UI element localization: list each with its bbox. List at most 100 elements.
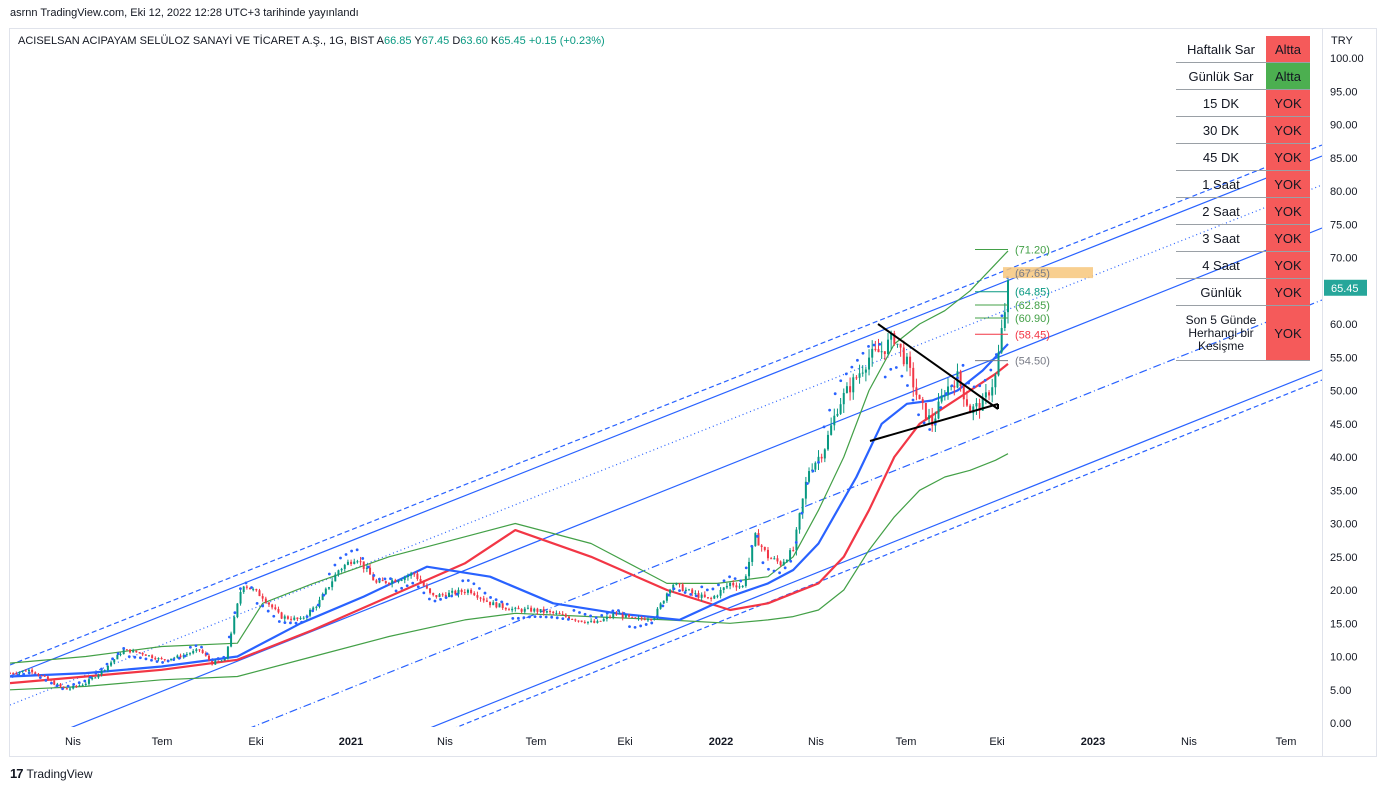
candle-body: [10, 673, 11, 675]
sar-dot: [894, 366, 898, 369]
candle-body: [886, 339, 889, 354]
candle-body: [387, 583, 390, 585]
price-axis-frame[interactable]: [1323, 28, 1377, 757]
candle-body: [84, 683, 87, 685]
sar-dot: [516, 616, 520, 620]
y-tick-label: 55.00: [1330, 352, 1358, 364]
sar-dot: [856, 358, 859, 362]
candle-body: [489, 601, 492, 606]
sar-dot: [489, 596, 492, 599]
sar-dot: [505, 602, 509, 606]
symbol-name: ACISELSAN ACIPAYAM SELÜLOZ SANAYİ VE TİC…: [18, 35, 375, 47]
y-tick-label: 0.00: [1330, 718, 1351, 730]
sar-dot: [177, 656, 181, 660]
y-tick-label: 75.00: [1330, 219, 1358, 231]
sar-dot: [911, 398, 915, 402]
sar-dot: [755, 534, 759, 538]
tradingview-logo[interactable]: 17 TradingView: [10, 766, 93, 781]
candle-body: [198, 649, 201, 651]
low-label: D: [452, 35, 461, 47]
sar-dot: [555, 616, 559, 620]
sar-dot: [422, 591, 426, 595]
symbol-legend[interactable]: ACISELSAN ACIPAYAM SELÜLOZ SANAYİ VE TİC…: [18, 35, 605, 47]
candle-body: [362, 561, 365, 569]
channel-line: [455, 379, 1322, 727]
regression-channels: [10, 144, 1322, 727]
candle-body: [833, 415, 836, 426]
candle-body: [495, 602, 498, 608]
candle-body: [271, 604, 274, 608]
candle-body: [122, 649, 125, 655]
candle-body: [498, 603, 501, 608]
status-value: YOK: [1266, 170, 1310, 198]
sar-dot: [589, 614, 593, 618]
sar-dot: [144, 657, 148, 661]
candle-body: [236, 603, 239, 618]
status-row: 15 DK YOK: [1176, 89, 1310, 117]
candle-body: [479, 597, 482, 599]
candle-body: [830, 425, 833, 435]
candle-body: [403, 577, 406, 580]
candle-body: [422, 581, 425, 586]
candle-body: [160, 658, 163, 660]
y-tick-label: 45.00: [1330, 419, 1358, 431]
sar-dot: [733, 577, 737, 580]
high-label: Y: [414, 35, 422, 47]
sar-dot: [917, 413, 920, 417]
sar-dot: [222, 655, 226, 659]
sar-dot: [27, 671, 31, 675]
candle-body: [700, 594, 703, 598]
sar-dot: [161, 661, 165, 664]
sar-dot: [283, 621, 287, 625]
candle-body: [624, 614, 627, 618]
candle-body: [542, 609, 545, 613]
candle-body: [261, 596, 264, 599]
y-tick-label: 90.00: [1330, 120, 1358, 132]
sar-dot: [494, 598, 498, 602]
y-tick-label: 60.00: [1330, 319, 1358, 331]
candle-body: [940, 395, 943, 402]
candle-body: [773, 558, 776, 560]
candle-body: [798, 513, 801, 530]
candle-body: [994, 375, 997, 388]
sar-dot: [433, 599, 437, 603]
candle-body: [242, 586, 245, 593]
candle-body: [163, 659, 166, 661]
candle-body: [299, 617, 302, 620]
candle-body: [855, 377, 858, 379]
sar-dot: [867, 344, 870, 348]
x-tick-label: Tem: [1276, 736, 1297, 748]
candle-body: [337, 570, 340, 575]
candle-body: [931, 415, 934, 426]
currency-label: TRY: [1331, 35, 1353, 47]
candle-body: [87, 679, 90, 684]
x-tick-label: Nis: [1181, 736, 1197, 748]
candle-body: [678, 583, 681, 585]
sar-dot: [66, 684, 70, 688]
sar-dot: [667, 593, 670, 597]
sar-dot: [316, 603, 320, 607]
candle-body: [842, 392, 845, 405]
level-label: (67.65): [1015, 268, 1050, 280]
candle-body: [429, 588, 432, 593]
sar-dot: [822, 425, 826, 429]
status-name: 30 DK: [1176, 116, 1266, 144]
candle-body: [416, 573, 419, 580]
sar-dot: [150, 658, 153, 662]
sar-dot: [850, 365, 854, 369]
candle-body: [871, 348, 874, 358]
sar-dot: [633, 625, 637, 629]
candle-body: [444, 594, 447, 597]
candle-body: [460, 589, 463, 593]
candle-body: [602, 618, 605, 622]
candle-body: [511, 608, 514, 611]
candle-body: [586, 621, 589, 623]
candle-body: [605, 616, 608, 619]
candle-body: [959, 371, 962, 387]
candle-body: [277, 609, 280, 613]
sar-dot: [455, 592, 459, 596]
candle-body: [861, 372, 864, 374]
candle-body: [473, 593, 476, 596]
level-label: (71.20): [1015, 245, 1050, 257]
